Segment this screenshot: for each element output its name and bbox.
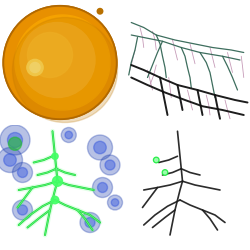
Circle shape [0,125,30,155]
Circle shape [61,128,76,142]
Circle shape [88,135,112,160]
Circle shape [8,132,22,148]
Circle shape [155,158,158,162]
Circle shape [85,218,95,228]
Circle shape [15,15,110,110]
Circle shape [5,8,115,117]
Circle shape [12,162,32,182]
Circle shape [154,157,159,163]
Circle shape [92,178,112,198]
Circle shape [30,62,40,72]
Circle shape [20,22,95,98]
Circle shape [12,200,32,220]
Circle shape [8,137,22,150]
Circle shape [105,160,115,170]
Circle shape [162,170,168,175]
Circle shape [108,195,122,210]
Circle shape [12,18,118,122]
Circle shape [28,32,72,78]
Circle shape [51,196,59,204]
Circle shape [164,171,166,174]
Circle shape [52,153,58,160]
Circle shape [65,131,72,139]
Circle shape [100,155,120,175]
Circle shape [98,182,108,192]
Circle shape [0,148,22,172]
Circle shape [111,199,119,206]
Circle shape [3,6,117,119]
Circle shape [27,59,43,76]
Circle shape [4,154,16,166]
Circle shape [80,212,100,233]
Circle shape [97,8,103,14]
Circle shape [18,168,28,177]
Circle shape [18,205,28,215]
Circle shape [52,176,62,186]
Circle shape [94,141,106,154]
